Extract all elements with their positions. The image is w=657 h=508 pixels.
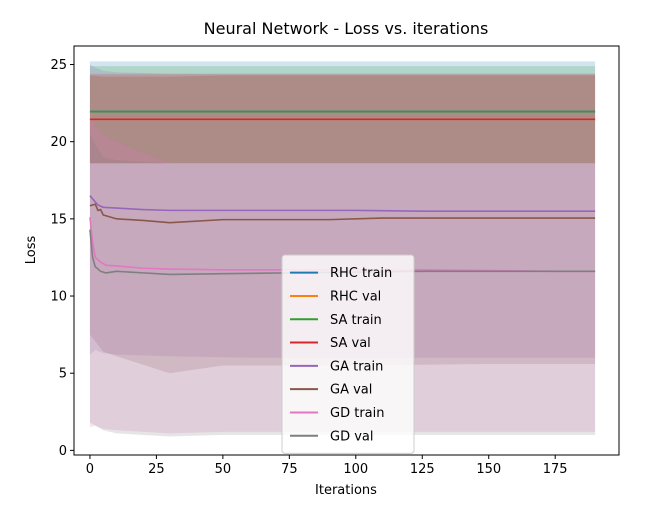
y-tick-label: 0 [59,444,67,459]
ga-train-line [89,195,596,212]
y-axis-ticks: 0 5 10 15 20 25 [50,58,74,459]
legend-label-rhc-train: RHC train [330,266,392,281]
legend-label-ga-train: GA train [330,359,383,374]
legend: RHC train RHC val SA train SA val GA train GA… [281,254,415,454]
legend-box [281,254,415,454]
gd-train-line [89,217,596,273]
legend-label-rhc-val: RHC val [330,289,381,304]
legend-label-gd-train: GD train [330,406,384,421]
x-tick-label: 50 [215,462,232,477]
legend-label-gd-val: GD val [330,429,374,444]
y-axis-label: Loss [24,236,39,265]
plot-area-frame [73,45,620,456]
x-tick-label: 25 [148,462,165,477]
gd-val-line [89,229,596,276]
ga-val-line [89,203,596,224]
x-tick-label: 0 [86,462,94,477]
y-tick-label: 10 [50,290,67,305]
legend-label-sa-val: SA val [330,336,371,351]
series-lines [89,110,596,276]
x-tick-label: 75 [281,462,298,477]
y-tick-label: 20 [50,135,67,150]
chart-title: Neural Network - Loss vs. iterations [204,19,489,38]
y-tick-label: 15 [50,212,67,227]
y-tick-label: 5 [59,367,67,382]
x-axis-label: Iterations [315,483,377,498]
x-tick-label: 175 [543,462,568,477]
x-tick-label: 150 [476,462,501,477]
x-axis-ticks: 0 25 50 75 100 125 150 175 [86,455,568,477]
sa-train-band [89,66,596,164]
y-tick-label: 25 [50,58,67,73]
x-tick-label: 100 [343,462,368,477]
legend-label-ga-val: GA val [330,383,372,398]
legend-label-sa-train: SA train [330,313,382,328]
x-tick-label: 125 [410,462,435,477]
ga-val-band [89,75,596,374]
